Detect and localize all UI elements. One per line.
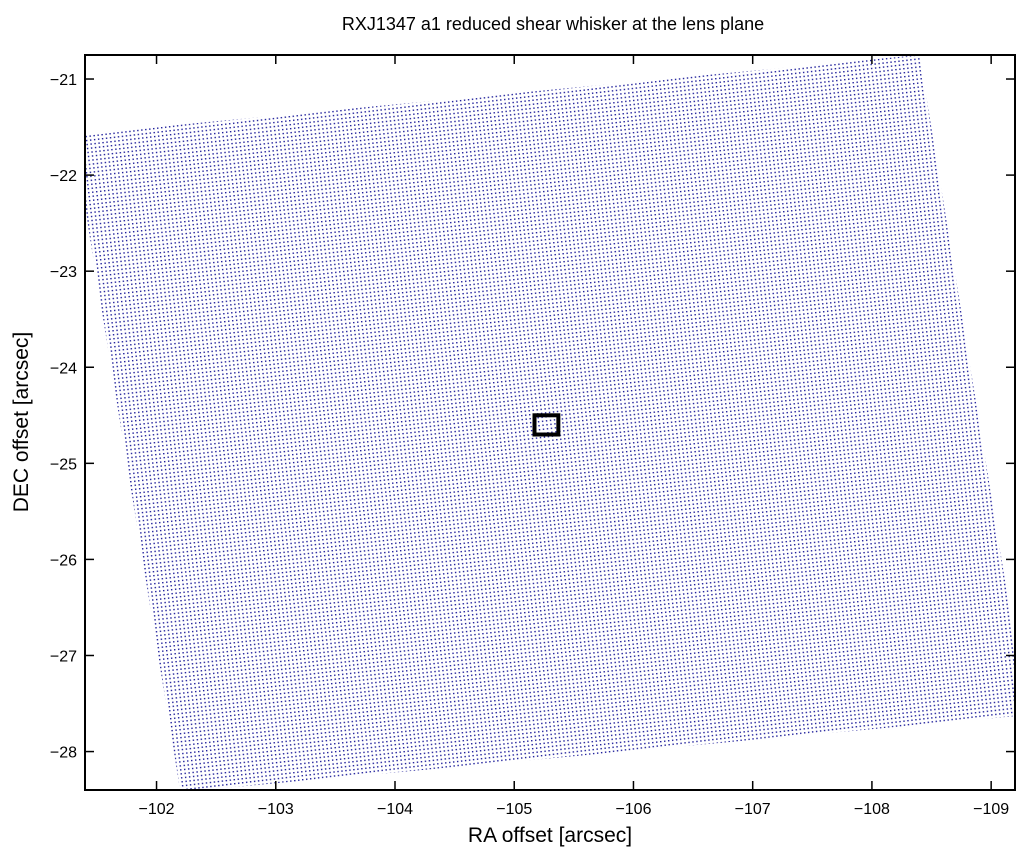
x-tick-label: −107	[735, 801, 771, 818]
x-tick-label: −105	[496, 801, 532, 818]
x-tick-label: −108	[854, 801, 890, 818]
plot-frame	[84, 54, 1016, 791]
y-axis-label: DEC offset [arcsec]	[10, 332, 33, 513]
y-axis: −21 −22 −23 −24 −25 −26 −27 −28	[50, 72, 1015, 762]
x-tick-label: −109	[973, 801, 1009, 818]
y-tick-label: −22	[50, 168, 77, 185]
y-tick-label: −23	[50, 264, 77, 281]
y-tick-label: −25	[50, 456, 77, 473]
x-tick-label: −104	[377, 801, 413, 818]
x-axis: −102 −103 −104 −105 −106 −107 −108 −109	[139, 55, 1009, 818]
y-tick-label: −26	[50, 552, 77, 569]
chart-title: RXJ1347 a1 reduced shear whisker at the …	[342, 14, 764, 34]
y-tick-label: −28	[50, 745, 77, 762]
y-tick-label: −24	[50, 360, 77, 377]
x-tick-label: −102	[139, 801, 175, 818]
aperture-marker	[532, 413, 561, 437]
y-tick-label: −21	[50, 72, 77, 89]
shear-whisker-field	[85, 55, 1015, 790]
x-tick-label: −103	[258, 801, 294, 818]
x-tick-label: −106	[615, 801, 651, 818]
x-axis-label: RA offset [arcsec]	[468, 824, 632, 847]
y-tick-label: −27	[50, 648, 77, 665]
